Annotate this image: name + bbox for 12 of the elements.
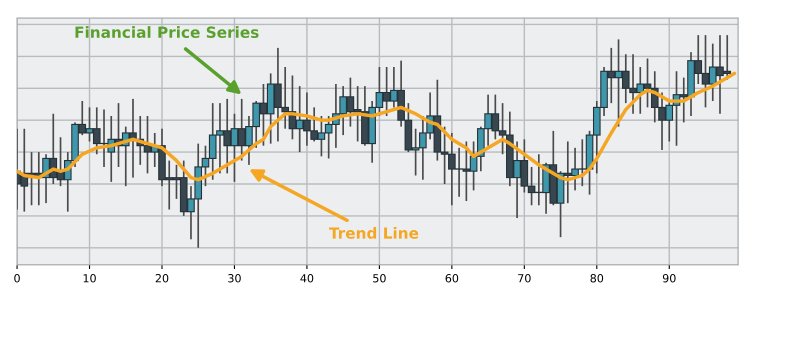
x-tick-label: 90 xyxy=(662,274,676,282)
x-tick-label: 0 xyxy=(14,274,20,282)
annotation: Trend Line xyxy=(329,227,418,239)
x-tick-label: 40 xyxy=(300,274,314,282)
x-tick-label: 70 xyxy=(518,274,531,282)
x-tick-label: 60 xyxy=(446,274,458,282)
annotation: Financial Price Series xyxy=(76,26,259,38)
x-tick-label: 50 xyxy=(373,274,386,282)
x-tick-label: 80 xyxy=(590,274,604,282)
x-tick-label: 20 xyxy=(156,274,168,282)
x-tick-label: 10 xyxy=(84,274,96,282)
x-tick-label: 30 xyxy=(228,274,241,282)
